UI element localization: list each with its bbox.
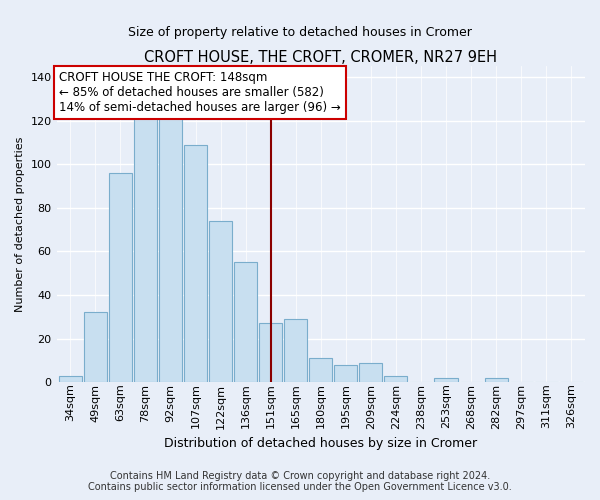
Bar	[259, 324, 282, 382]
Bar	[234, 262, 257, 382]
Bar	[334, 364, 358, 382]
Bar	[385, 376, 407, 382]
Bar	[485, 378, 508, 382]
Text: Contains HM Land Registry data © Crown copyright and database right 2024.
Contai: Contains HM Land Registry data © Crown c…	[88, 471, 512, 492]
Bar	[284, 319, 307, 382]
Bar	[84, 312, 107, 382]
Bar	[434, 378, 458, 382]
Bar	[309, 358, 332, 382]
Bar	[209, 221, 232, 382]
Y-axis label: Number of detached properties: Number of detached properties	[15, 136, 25, 312]
Text: Size of property relative to detached houses in Cromer: Size of property relative to detached ho…	[128, 26, 472, 39]
Bar	[159, 92, 182, 382]
Bar	[134, 92, 157, 382]
Bar	[184, 144, 207, 382]
X-axis label: Distribution of detached houses by size in Cromer: Distribution of detached houses by size …	[164, 437, 478, 450]
Bar	[359, 362, 382, 382]
Title: CROFT HOUSE, THE CROFT, CROMER, NR27 9EH: CROFT HOUSE, THE CROFT, CROMER, NR27 9EH	[144, 50, 497, 65]
Bar	[109, 173, 132, 382]
Bar	[59, 376, 82, 382]
Text: CROFT HOUSE THE CROFT: 148sqm
← 85% of detached houses are smaller (582)
14% of : CROFT HOUSE THE CROFT: 148sqm ← 85% of d…	[59, 71, 341, 114]
